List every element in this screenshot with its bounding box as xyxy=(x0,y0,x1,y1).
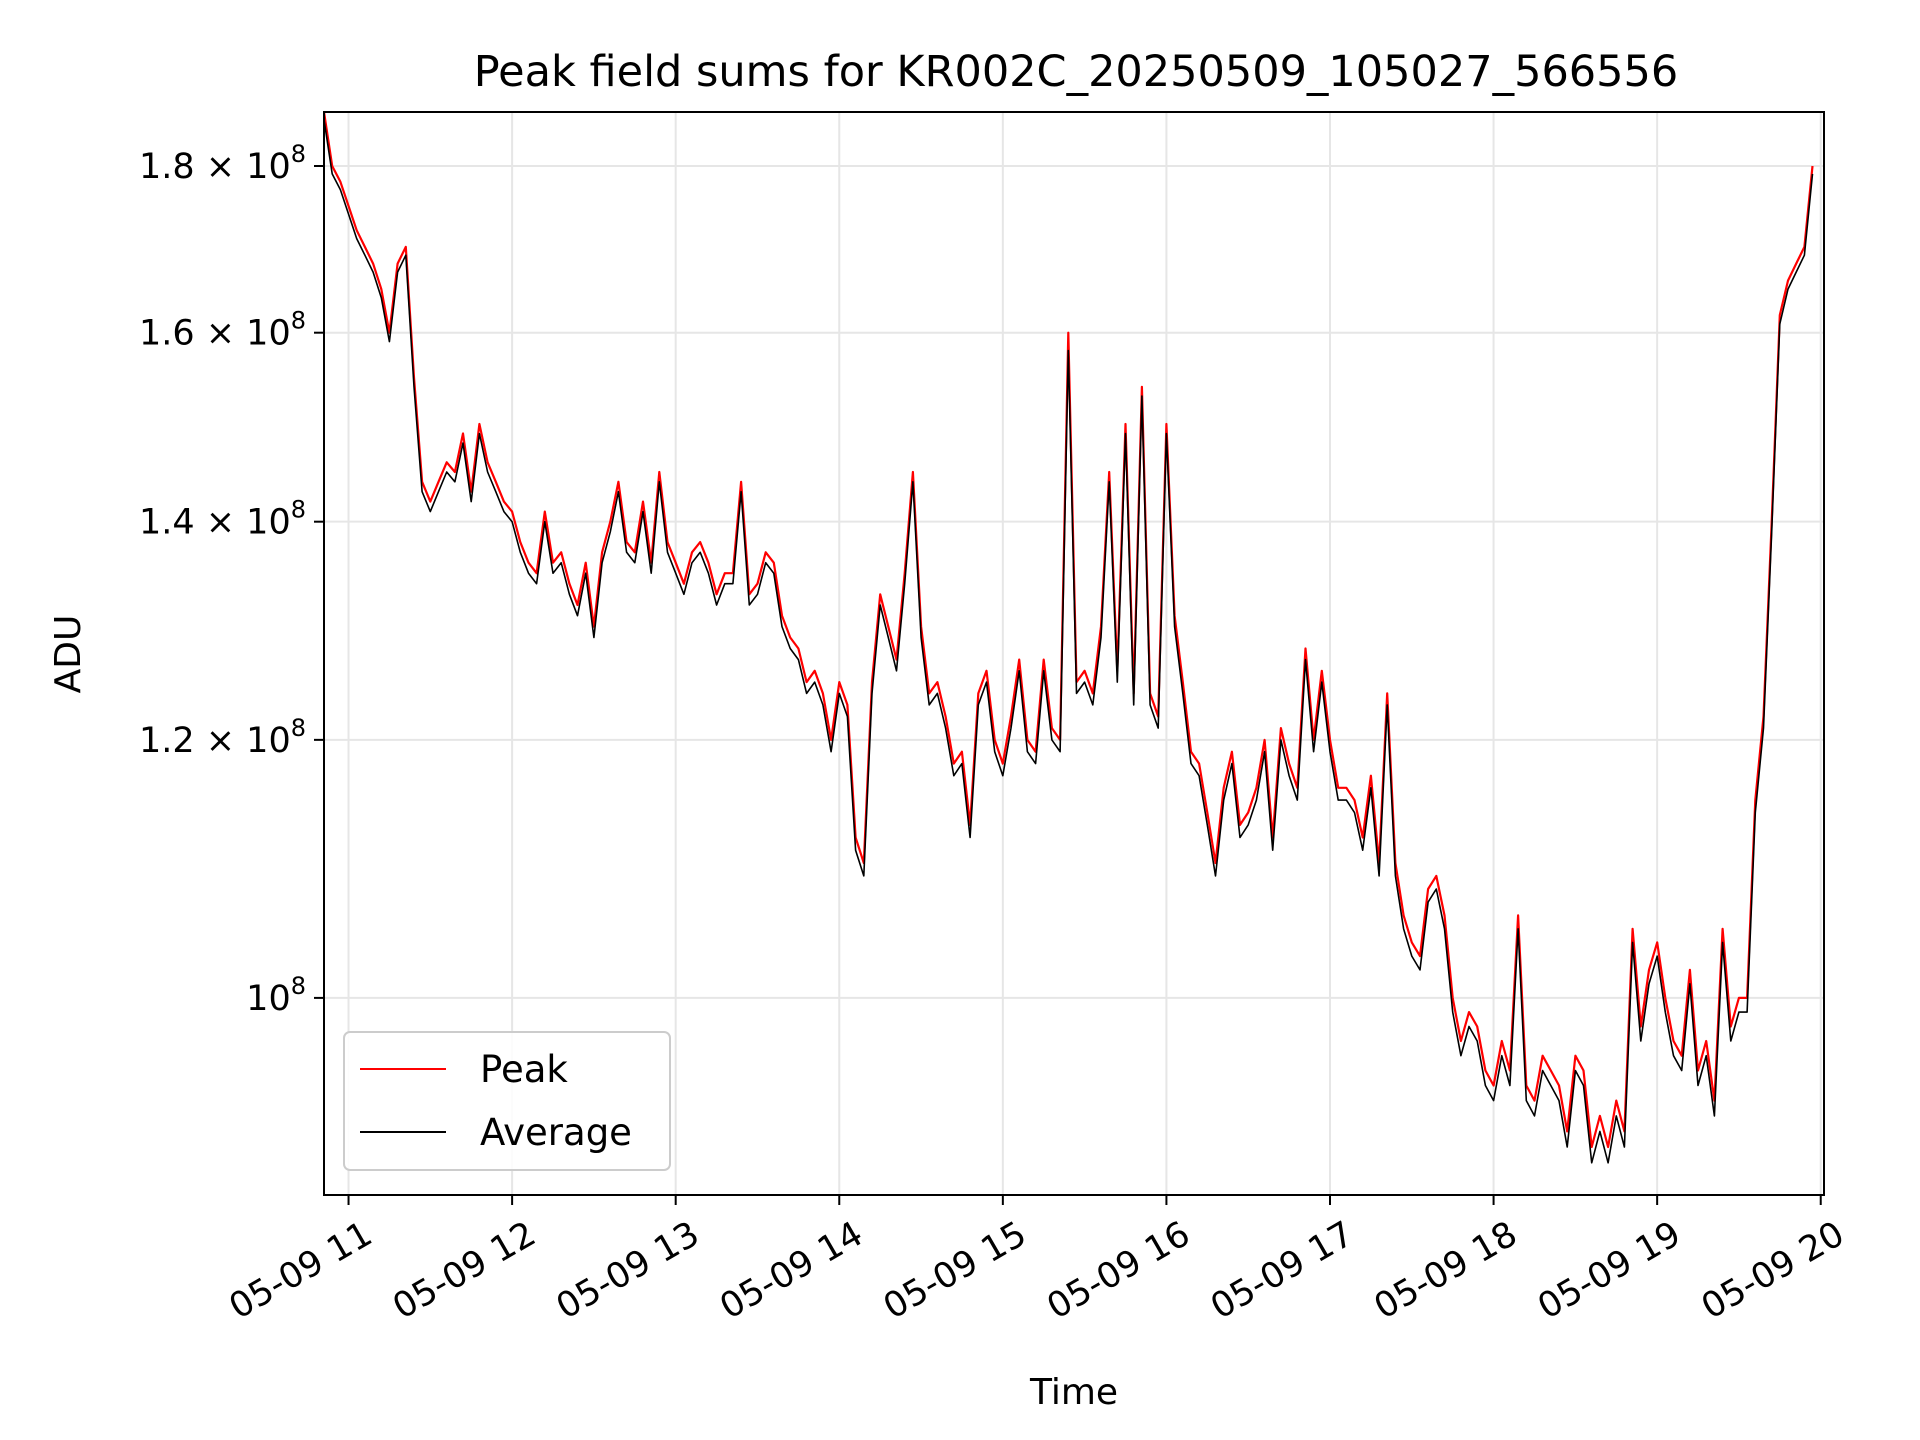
chart-title: Peak field sums for KR002C_20250509_1050… xyxy=(474,47,1678,97)
legend: Peak Average xyxy=(343,1031,671,1171)
series-line-peak xyxy=(324,112,1814,1149)
grid-lines xyxy=(324,112,1824,1195)
y-axis-title: ADU xyxy=(48,615,89,694)
y-tick-label: 1.6 × 108 xyxy=(139,307,306,354)
legend-peak-label: Peak xyxy=(480,1048,568,1091)
legend-average-label: Average xyxy=(480,1111,632,1154)
y-tick-label: 1.4 × 108 xyxy=(139,496,306,543)
y-tick-label: 108 xyxy=(246,972,306,1019)
y-tick-label: 1.8 × 108 xyxy=(139,140,306,187)
plot-frame xyxy=(323,111,1825,1196)
plot-area xyxy=(324,112,1814,1164)
series-layer xyxy=(324,112,1814,1164)
series-line-average xyxy=(324,119,1814,1164)
y-axis: 108 1.2 × 108 1.4 × 108 1.6 × 108 1.8 × 108 xyxy=(139,140,324,1019)
x-axis-title: Time xyxy=(1029,1372,1118,1413)
legend-box xyxy=(343,1031,671,1171)
y-tick-label: 1.2 × 108 xyxy=(139,714,306,761)
